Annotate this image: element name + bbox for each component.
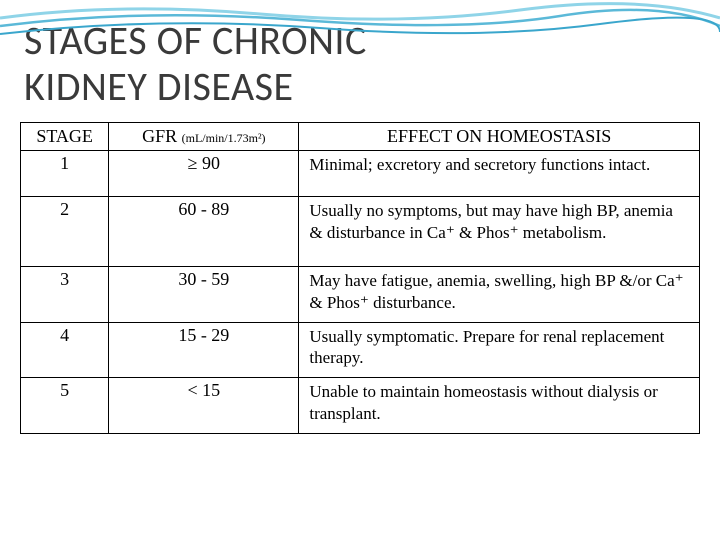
- cell-effect: May have fatigue, anemia, swelling, high…: [299, 267, 700, 323]
- cell-stage: 2: [21, 197, 109, 267]
- cell-effect: Minimal; excretory and secretory functio…: [299, 151, 700, 197]
- table-row: 5 < 15 Unable to maintain homeostasis wi…: [21, 378, 700, 434]
- cell-effect: Usually symptomatic. Prepare for renal r…: [299, 322, 700, 378]
- table-row: 4 15 - 29 Usually symptomatic. Prepare f…: [21, 322, 700, 378]
- cell-stage: 5: [21, 378, 109, 434]
- cell-stage: 1: [21, 151, 109, 197]
- cell-gfr: 60 - 89: [109, 197, 299, 267]
- cell-effect: Usually no symptoms, but may have high B…: [299, 197, 700, 267]
- ckd-stages-table-wrap: STAGE GFR (mL/min/1.73m²) EFFECT ON HOME…: [0, 110, 720, 434]
- cell-gfr: < 15: [109, 378, 299, 434]
- cell-stage: 3: [21, 267, 109, 323]
- header-stage: STAGE: [21, 123, 109, 151]
- table-row: 2 60 - 89 Usually no symptoms, but may h…: [21, 197, 700, 267]
- title-line-2: KIDNEY DISEASE: [24, 62, 294, 111]
- cell-effect: Unable to maintain homeostasis without d…: [299, 378, 700, 434]
- header-gfr-label: GFR: [142, 126, 177, 146]
- header-gfr-unit: (mL/min/1.73m²): [182, 131, 266, 145]
- table-row: 1 ≥ 90 Minimal; excretory and secretory …: [21, 151, 700, 197]
- cell-gfr: 15 - 29: [109, 322, 299, 378]
- cell-gfr: ≥ 90: [109, 151, 299, 197]
- table-row: 3 30 - 59 May have fatigue, anemia, swel…: [21, 267, 700, 323]
- cell-stage: 4: [21, 322, 109, 378]
- table-header-row: STAGE GFR (mL/min/1.73m²) EFFECT ON HOME…: [21, 123, 700, 151]
- header-effect: EFFECT ON HOMEOSTASIS: [299, 123, 700, 151]
- title-line-1: STAGES OF CHRONIC: [24, 16, 367, 65]
- cell-gfr: 30 - 59: [109, 267, 299, 323]
- ckd-stages-table: STAGE GFR (mL/min/1.73m²) EFFECT ON HOME…: [20, 122, 700, 434]
- slide-title: STAGES OF CHRONIC KIDNEY DISEASE: [0, 0, 720, 110]
- header-gfr: GFR (mL/min/1.73m²): [109, 123, 299, 151]
